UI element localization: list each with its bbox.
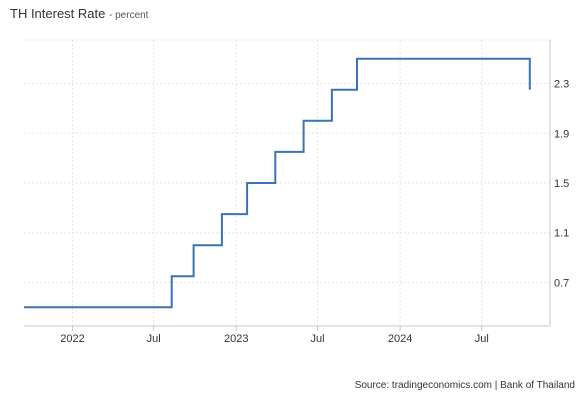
y-tick-label: 1.5 <box>554 178 569 190</box>
axes <box>24 40 551 331</box>
x-tick-label: Jul <box>147 333 161 345</box>
chart-title-text: TH Interest Rate <box>10 6 106 21</box>
series-layer <box>24 57 531 309</box>
chart-subtitle: percent <box>115 10 149 21</box>
y-tick-label: 1.1 <box>554 228 569 240</box>
x-tick-label: 2023 <box>224 333 248 345</box>
x-tick-label: Jul <box>475 333 489 345</box>
y-tick-label: 2.3 <box>554 79 569 91</box>
interest-rate-line <box>24 57 531 309</box>
tick-labels: 0.7 1.1 1.5 1.9 2.3 2022 Jul 2023 Jul 2024 Jul <box>60 79 569 345</box>
grid-lines <box>24 39 550 326</box>
chart-title: TH Interest Rate - percent <box>10 6 149 21</box>
x-tick-label: 2024 <box>388 333 412 345</box>
x-tick-label: 2022 <box>60 333 84 345</box>
y-tick-label: 1.9 <box>554 128 569 140</box>
y-tick-label: 0.7 <box>554 277 569 289</box>
x-tick-label: Jul <box>310 333 324 345</box>
source-note: Source: tradingeconomics.com | Bank of T… <box>354 380 575 391</box>
